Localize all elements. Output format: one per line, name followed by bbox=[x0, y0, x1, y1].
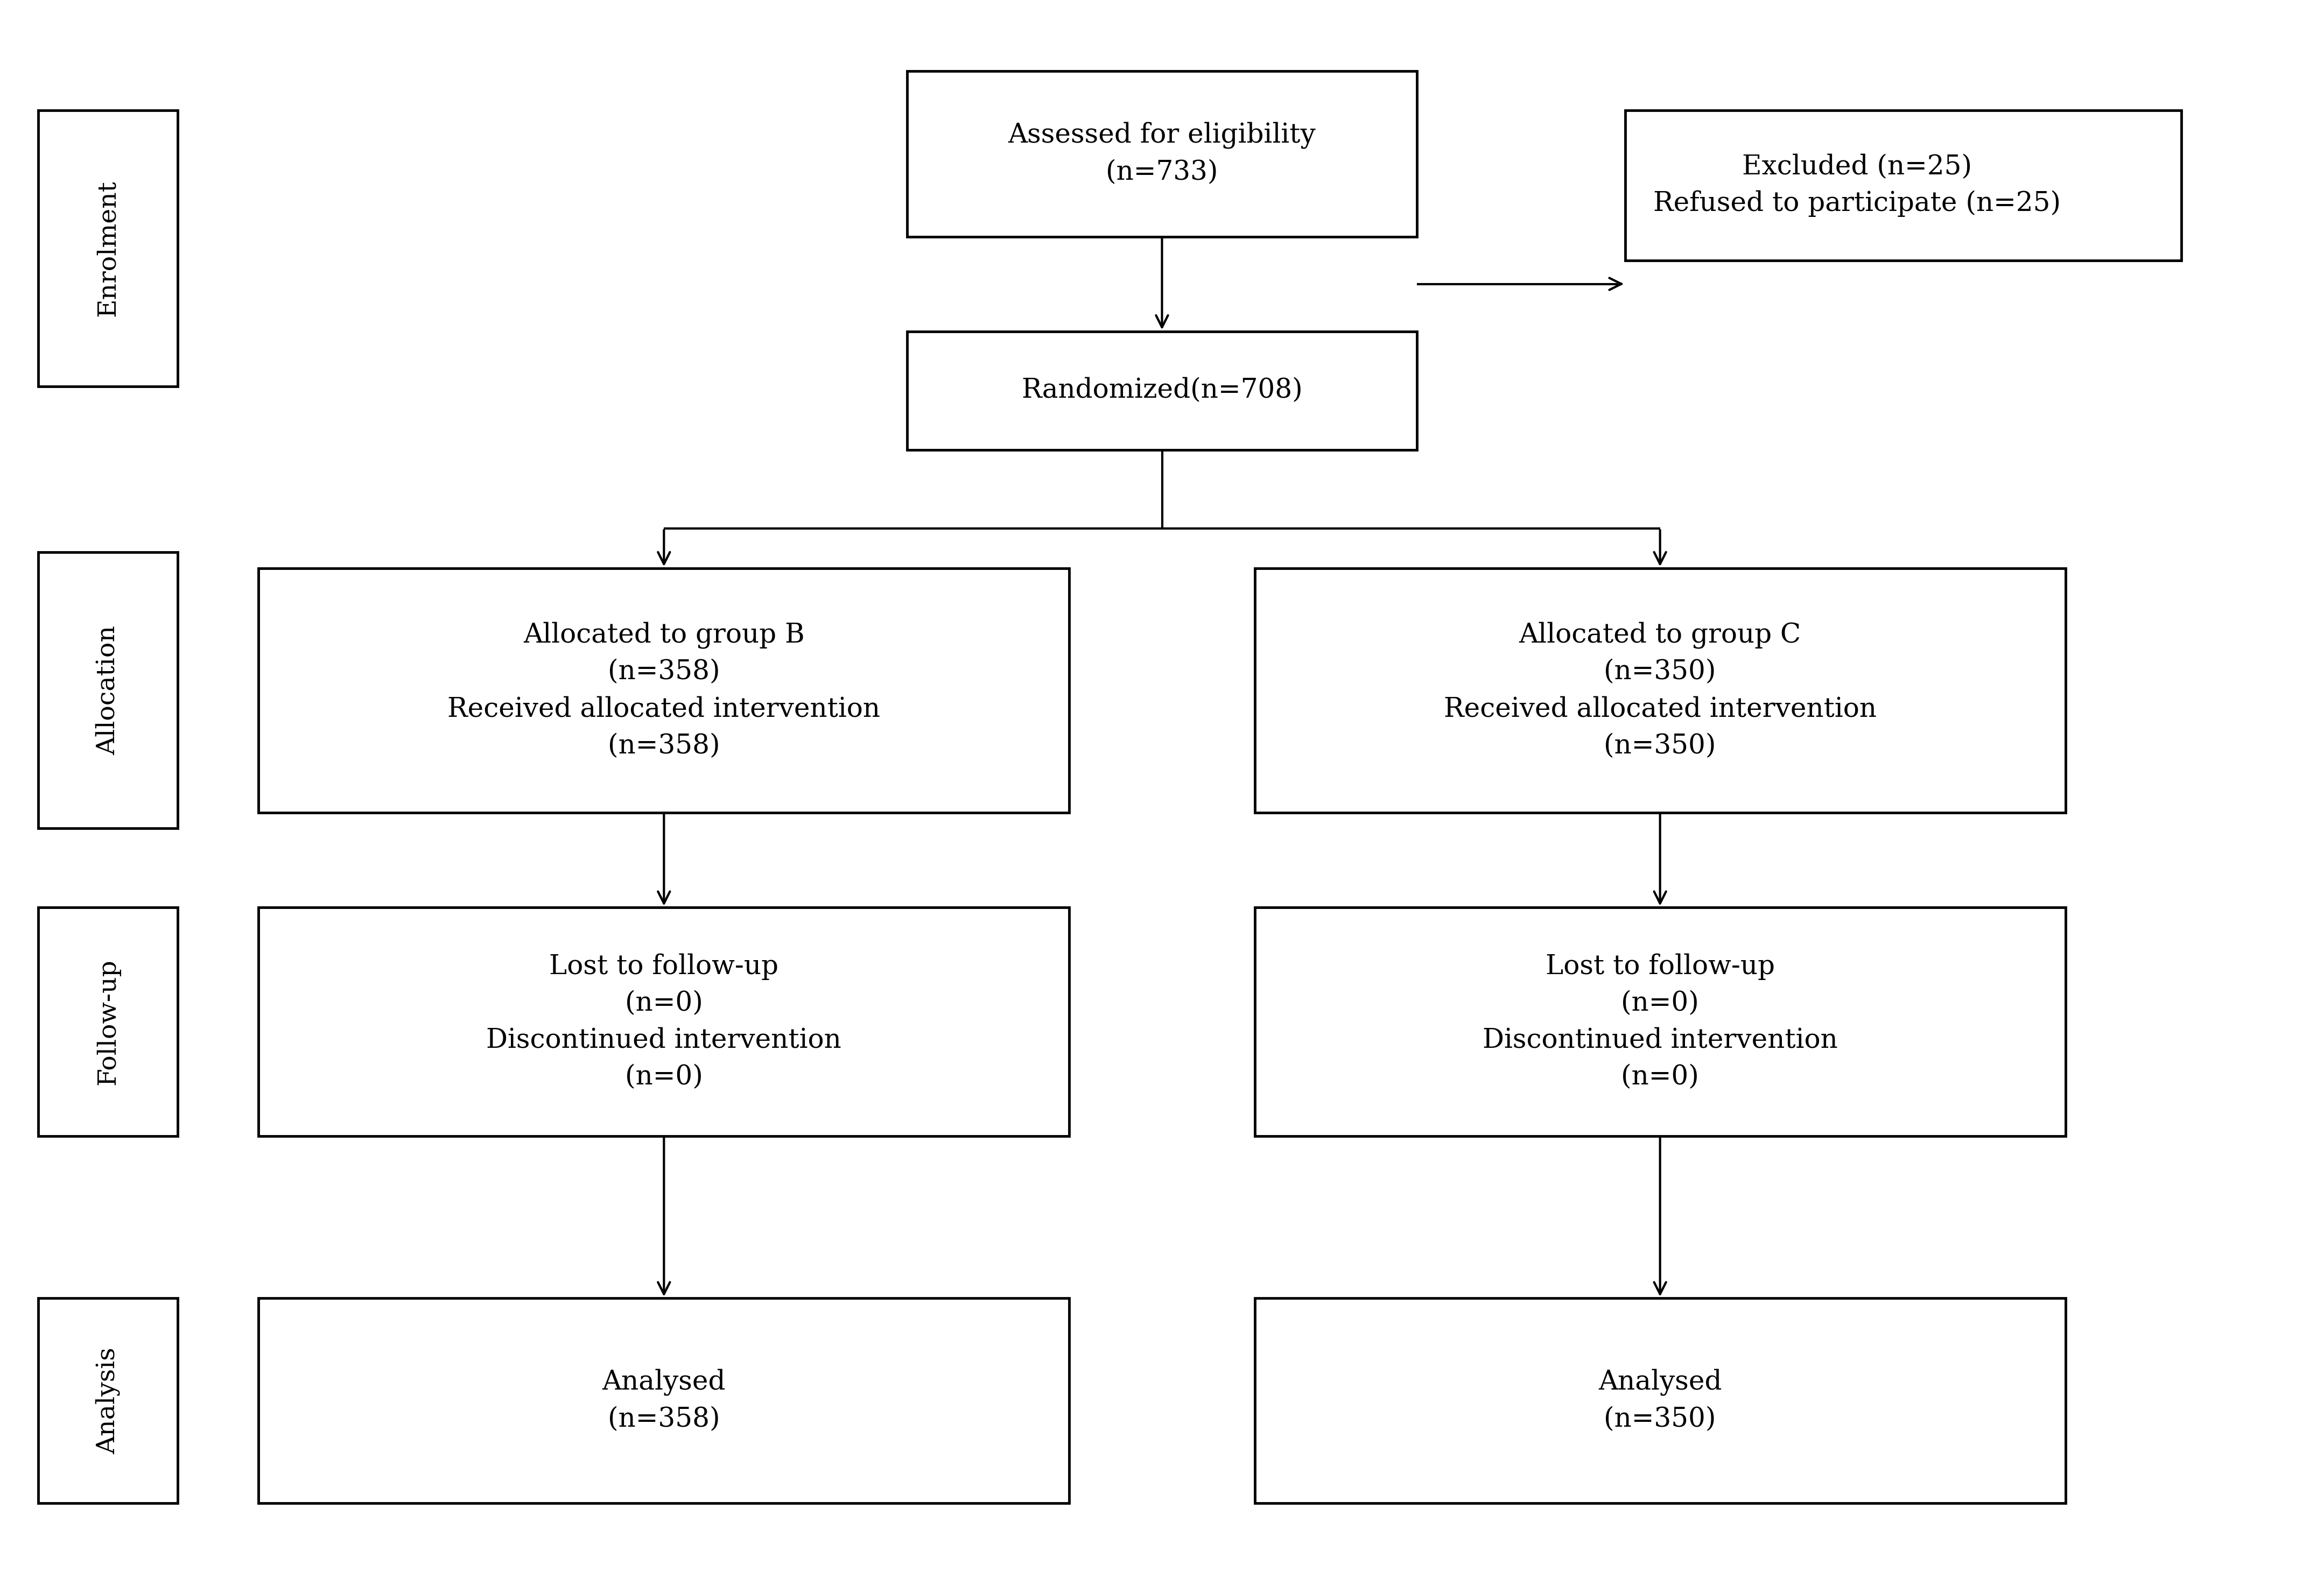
Text: Lost to follow-up
(n=0)
Discontinued intervention
(n=0): Lost to follow-up (n=0) Discontinued int… bbox=[1483, 953, 1838, 1091]
FancyBboxPatch shape bbox=[1624, 111, 2182, 260]
FancyBboxPatch shape bbox=[258, 568, 1069, 812]
FancyBboxPatch shape bbox=[1255, 907, 2066, 1136]
Text: Assessed for eligibility
(n=733): Assessed for eligibility (n=733) bbox=[1009, 122, 1315, 186]
FancyBboxPatch shape bbox=[40, 1297, 177, 1504]
FancyBboxPatch shape bbox=[1255, 568, 2066, 812]
Text: Analysis: Analysis bbox=[95, 1347, 121, 1454]
Text: Excluded (n=25)
Refused to participate (n=25): Excluded (n=25) Refused to participate (… bbox=[1652, 154, 2061, 217]
Text: Analysed
(n=358): Analysed (n=358) bbox=[602, 1369, 725, 1432]
FancyBboxPatch shape bbox=[258, 907, 1069, 1136]
FancyBboxPatch shape bbox=[906, 331, 1418, 450]
Text: Allocated to group C
(n=350)
Received allocated intervention
(n=350): Allocated to group C (n=350) Received al… bbox=[1443, 622, 1875, 760]
Text: Follow-up: Follow-up bbox=[95, 958, 121, 1085]
Text: Lost to follow-up
(n=0)
Discontinued intervention
(n=0): Lost to follow-up (n=0) Discontinued int… bbox=[486, 953, 841, 1091]
Text: Analysed
(n=350): Analysed (n=350) bbox=[1599, 1369, 1722, 1432]
FancyBboxPatch shape bbox=[40, 552, 177, 828]
FancyBboxPatch shape bbox=[258, 1297, 1069, 1504]
Text: Allocation: Allocation bbox=[95, 625, 121, 755]
FancyBboxPatch shape bbox=[1255, 1297, 2066, 1504]
FancyBboxPatch shape bbox=[40, 907, 177, 1136]
FancyBboxPatch shape bbox=[906, 71, 1418, 236]
Text: Randomized(n=708): Randomized(n=708) bbox=[1020, 377, 1304, 404]
FancyBboxPatch shape bbox=[40, 111, 177, 387]
Text: Enrolment: Enrolment bbox=[95, 181, 121, 317]
Text: Allocated to group B
(n=358)
Received allocated intervention
(n=358): Allocated to group B (n=358) Received al… bbox=[449, 622, 881, 760]
